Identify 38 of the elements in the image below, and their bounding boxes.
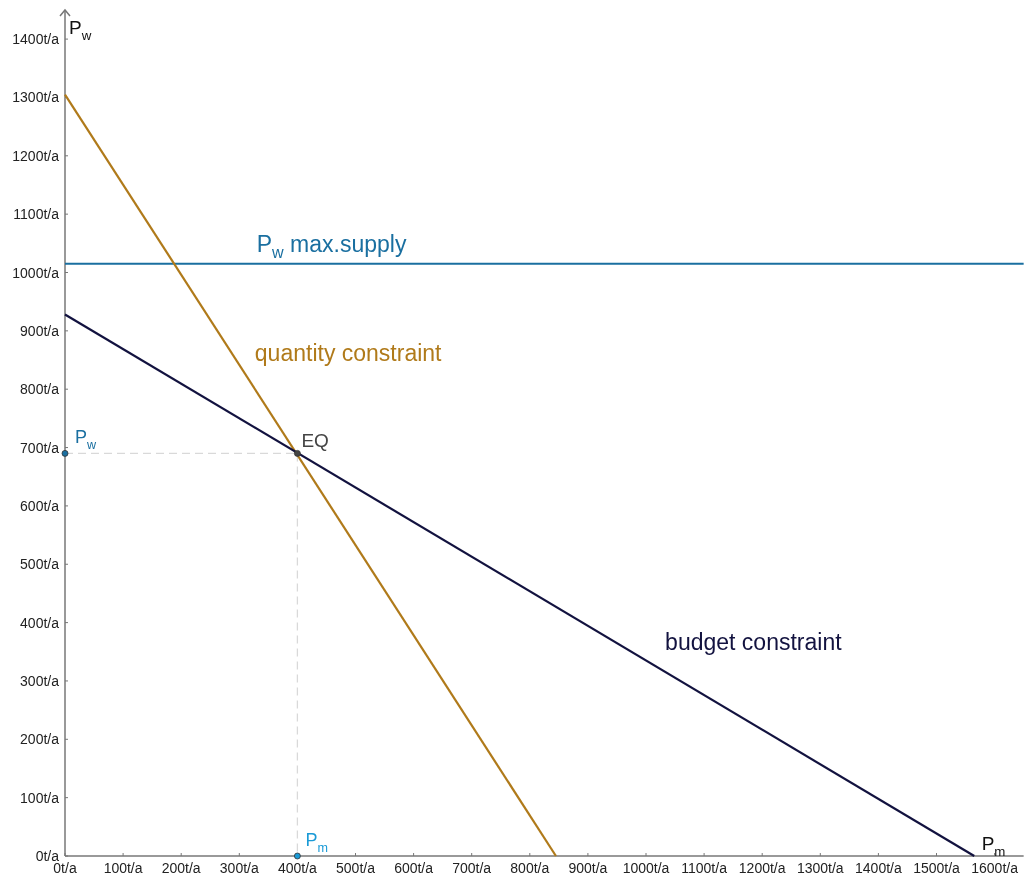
series-label: EQ (301, 430, 329, 452)
y-tick-label: 1300t/a (12, 89, 60, 106)
x-tick-label: 1400t/a (855, 860, 902, 875)
y-tick-label: 900t/a (20, 322, 60, 339)
x-tick-label: 400t/a (277, 860, 318, 875)
y-tick-label: 400t/a (20, 614, 60, 631)
series-label: P$_{w}$ (75, 427, 98, 453)
series-label: P$_{w}$ max.supply (256, 230, 407, 261)
x-tick-label: 1100t/a (681, 860, 728, 875)
y-tick-label: 1200t/a (12, 147, 60, 164)
y-tick-label: 100t/a (20, 789, 60, 806)
x-axis-title: P$_{m}$ (981, 833, 1006, 859)
x-tick-label: 1200t/a (738, 860, 786, 875)
y-tick-label: 200t/a (20, 731, 60, 748)
x-tick-label: 800t/a (510, 860, 550, 875)
x-tick-label: 300t/a (219, 860, 259, 875)
x-tick-label: 600t/a (394, 860, 434, 875)
series-label: P$_{m}$ (305, 830, 328, 855)
y-tick-label: 300t/a (20, 672, 60, 689)
x-tick-label: 1300t/a (796, 860, 844, 875)
x-tick-label: 100t/a (103, 860, 143, 875)
x-tick-label: 900t/a (568, 860, 608, 875)
y-tick-label: 700t/a (20, 439, 60, 456)
y-tick-label: 600t/a (20, 497, 60, 514)
x-tick-label: 500t/a (336, 860, 376, 875)
x-tick-label: 1600t/a (971, 860, 1019, 875)
y-tick-label: 800t/a (20, 381, 60, 398)
y-axis-title: P$_{w}$ (69, 16, 92, 43)
x-tick-label: 700t/a (452, 860, 492, 875)
y-tick-label: 1400t/a (12, 31, 60, 48)
series-label: budget constraint (665, 628, 843, 655)
x-tick-label: 1500t/a (913, 860, 961, 875)
y-tick-label: 1100t/a (13, 206, 60, 223)
x-tick-label: 1000t/a (622, 860, 670, 875)
x-tick-label: 200t/a (161, 860, 201, 875)
y-tick-label: 1000t/a (12, 264, 60, 281)
y-tick-label: 500t/a (20, 556, 60, 573)
series-label: quantity constraint (254, 340, 443, 367)
